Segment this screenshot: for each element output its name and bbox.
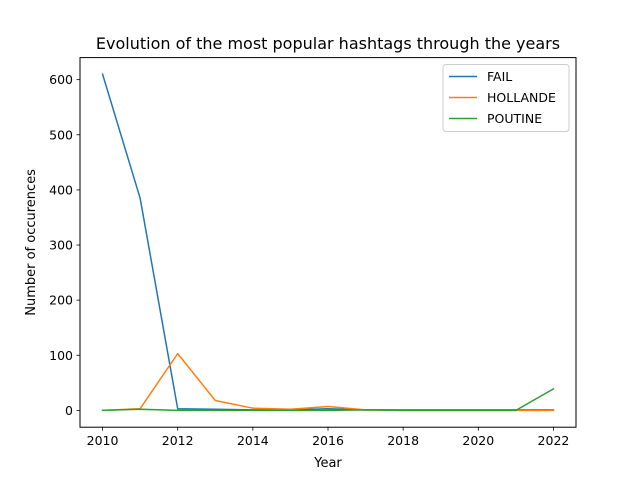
y-tick-label: 0 [65, 403, 73, 418]
chart-title: Evolution of the most popular hashtags t… [96, 34, 560, 53]
x-axis: 2010 2012 2014 2016 2018 2020 2022 [87, 427, 570, 448]
x-tick-label: 2010 [87, 433, 119, 448]
x-tick-label: 2016 [312, 433, 344, 448]
y-tick-label: 600 [49, 72, 73, 87]
y-axis: 0 100 200 300 400 500 600 [49, 72, 80, 418]
y-tick-label: 300 [49, 238, 73, 253]
legend: FAIL HOLLANDE POUTINE [442, 64, 570, 132]
series-line-poutine [101, 387, 555, 412]
x-tick-label: 2018 [387, 433, 419, 448]
legend-label-poutine: POUTINE [487, 111, 542, 126]
y-tick-label: 200 [49, 293, 73, 308]
x-tick-label: 2012 [162, 433, 194, 448]
series-lines [101, 73, 555, 412]
legend-label-hollande: HOLLANDE [487, 90, 556, 105]
y-tick-label: 100 [49, 348, 73, 363]
series-line-hollande [101, 352, 555, 412]
legend-box [442, 64, 570, 132]
legend-label-fail: FAIL [487, 69, 512, 84]
y-tick-label: 500 [49, 127, 73, 142]
x-tick-label: 2020 [462, 433, 494, 448]
x-axis-title: Year [313, 456, 342, 471]
x-tick-label: 2022 [538, 433, 570, 448]
y-tick-label: 400 [49, 182, 73, 197]
x-tick-label: 2014 [237, 433, 269, 448]
y-axis-title: Number of occurences [24, 169, 39, 316]
